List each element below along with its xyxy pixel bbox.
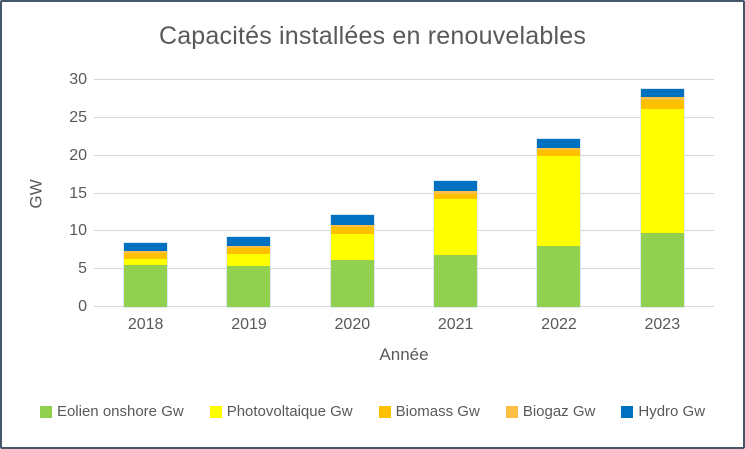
- legend-item-eolien-onshore-gw: Eolien onshore Gw: [39, 403, 184, 420]
- bar-column-2019: [197, 80, 300, 309]
- y-tick-label-25: 25: [69, 108, 87, 126]
- bar-segment-hydro-gw-2021: [434, 181, 478, 192]
- legend-swatch-hydro-gw: [621, 405, 634, 418]
- x-tick-label-2022: 2022: [541, 316, 577, 333]
- bar-segment-eolien-onshore-gw-2020: [330, 260, 374, 307]
- bar-column-2020: [301, 80, 404, 308]
- gridline-15: [94, 192, 714, 194]
- legend-label-hydro-gw: Hydro Gw: [638, 403, 706, 420]
- x-tick-labels: 2018 2019 2020 2021 2022 2023: [94, 316, 714, 334]
- gridline-0: [94, 306, 714, 307]
- bar-segment-eolien-onshore-gw-2018: [124, 264, 168, 307]
- bar-2019: [226, 235, 272, 309]
- bar-2022: [536, 138, 582, 308]
- gridline-25: [94, 116, 714, 118]
- plot-area: [94, 79, 714, 309]
- bar-segment-biogaz-gw-2021: [434, 191, 478, 194]
- bar-segment-biomass-gw-2022: [537, 150, 581, 156]
- x-tick-label-2021: 2021: [437, 316, 474, 333]
- y-tick-label-15: 15: [69, 184, 87, 202]
- bar-segment-photovoltaique-gw-2018: [124, 259, 168, 265]
- legend-swatch-biomass-gw: [378, 405, 391, 418]
- legend-label-photovoltaique-gw: Photovoltaique Gw: [226, 403, 353, 420]
- gridline-30: [94, 79, 714, 80]
- gridlines: [94, 79, 714, 307]
- legend-item-hydro-gw: Hydro Gw: [621, 403, 705, 420]
- bar-2021: [433, 180, 479, 308]
- legend: Eolien onshore Gw Photovoltaique Gw Biomas…: [2, 403, 743, 420]
- bar-segment-biogaz-gw-2022: [537, 148, 581, 151]
- bar-column-2022: [507, 80, 610, 308]
- bar-segment-eolien-onshore-gw-2023: [640, 232, 684, 307]
- bar-segment-biomass-gw-2023: [640, 100, 684, 109]
- chart-title: Capacités installées en renouvelables: [158, 22, 587, 50]
- y-tick-label-0: 0: [78, 298, 87, 315]
- bar-2023: [639, 88, 685, 308]
- bar-segment-eolien-onshore-gw-2019: [227, 266, 271, 307]
- bar-column-2023: [611, 80, 714, 308]
- bar-segment-hydro-gw-2023: [640, 89, 684, 98]
- bar-segment-photovoltaique-gw-2023: [640, 108, 684, 233]
- bar-segment-photovoltaique-gw-2021: [434, 198, 478, 255]
- bar-segment-photovoltaique-gw-2020: [330, 233, 374, 261]
- bar-segment-hydro-gw-2018: [124, 242, 168, 251]
- x-axis-title: Année: [379, 345, 429, 364]
- gridline-5: [94, 268, 714, 270]
- bar-2020: [329, 214, 375, 308]
- bars: [94, 80, 714, 309]
- bar-segment-biogaz-gw-2018: [124, 250, 168, 254]
- bar-segment-biomass-gw-2021: [434, 193, 478, 199]
- legend-item-biomass-gw: Biomass Gw: [378, 403, 480, 420]
- legend-label-biogaz-gw: Biogaz Gw: [522, 403, 596, 420]
- bar-segment-eolien-onshore-gw-2022: [537, 245, 581, 307]
- bar-segment-photovoltaique-gw-2022: [537, 155, 581, 246]
- bar-segment-biomass-gw-2018: [124, 253, 168, 260]
- legend-item-photovoltaique-gw: Photovoltaique Gw: [209, 403, 353, 420]
- y-tick-label-10: 10: [69, 222, 87, 240]
- x-tick-label-2019: 2019: [231, 316, 267, 333]
- gridline-20: [94, 154, 714, 156]
- legend-label-eolien-onshore-gw: Eolien onshore Gw: [56, 403, 184, 420]
- y-tick-labels: 0 5 10 15 20 25 30: [42, 72, 87, 315]
- legend-item-biogaz-gw: Biogaz Gw: [505, 403, 596, 420]
- legend-swatch-eolien-onshore-gw: [39, 405, 52, 418]
- y-tick-label-20: 20: [69, 146, 87, 164]
- bar-segment-photovoltaique-gw-2019: [227, 254, 271, 267]
- bar-column-2018: [94, 80, 197, 309]
- bar-segment-biogaz-gw-2019: [227, 245, 271, 248]
- legend-swatch-biogaz-gw: [505, 405, 518, 418]
- x-tick-label-2020: 2020: [334, 316, 371, 333]
- bar-segment-biogaz-gw-2020: [330, 224, 374, 227]
- bar-segment-eolien-onshore-gw-2021: [434, 254, 478, 307]
- bar-2018: [123, 241, 169, 309]
- x-tick-label-2018: 2018: [127, 316, 164, 333]
- x-tick-label-2023: 2023: [644, 316, 681, 333]
- bar-segment-hydro-gw-2019: [227, 236, 271, 246]
- y-tick-label-30: 30: [69, 71, 87, 88]
- bar-segment-biomass-gw-2020: [330, 226, 374, 234]
- legend-swatch-photovoltaique-gw: [209, 405, 222, 418]
- bar-column-2021: [404, 80, 507, 308]
- gridline-10: [94, 230, 714, 232]
- bar-segment-biogaz-gw-2023: [640, 97, 684, 101]
- bar-segment-hydro-gw-2022: [537, 139, 581, 149]
- bar-segment-biomass-gw-2019: [227, 247, 271, 255]
- y-tick-label-5: 5: [78, 260, 87, 278]
- bar-segment-hydro-gw-2020: [330, 215, 374, 225]
- legend-label-biomass-gw: Biomass Gw: [395, 403, 480, 420]
